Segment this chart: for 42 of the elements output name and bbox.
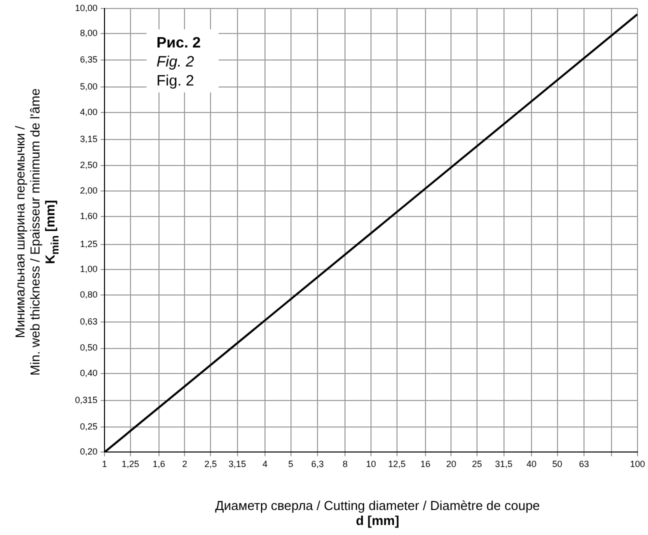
x-tick-label: 6,3	[311, 459, 324, 470]
y-tick-label: 1,60	[80, 210, 98, 221]
x-tick-label: 50	[552, 459, 562, 470]
x-tick-label: 2,5	[204, 459, 217, 470]
x-tick-label: 63	[579, 459, 590, 470]
x-tick-label: 2	[182, 459, 188, 470]
x-tick-label: 1,25	[122, 459, 140, 470]
y-tick-label: 5,00	[80, 82, 98, 92]
x-tick-label: 4	[262, 459, 268, 470]
y-tick-label: 0,25	[80, 421, 98, 432]
y-tick-label: 0,20	[80, 446, 98, 457]
x-tick-label: 1,6	[152, 459, 166, 470]
x-axis-title: Диаметр сверла / Cutting diameter / Diamètre de coupe d [mm]	[214, 498, 541, 528]
y-tick-label: 0,315	[74, 395, 98, 406]
x-tick-label: 16	[420, 459, 430, 470]
y-tick-label: 1,25	[80, 238, 98, 249]
x-tick-label: 3,15	[228, 459, 246, 470]
y-tick-label: 2,00	[80, 185, 98, 196]
y-tick-label: 2,50	[80, 160, 98, 170]
x-tick-label: 8	[342, 459, 348, 470]
y-tick-label: 0,40	[80, 368, 98, 378]
x-tick-label: 5	[288, 459, 294, 470]
y-tick-label: 3,15	[80, 134, 98, 144]
x-tick-label: 40	[526, 459, 536, 470]
y-tick-label: 0,50	[80, 342, 98, 353]
y-tick-label: 1,00	[80, 264, 98, 274]
annotation: Рис. 2	[156, 34, 201, 52]
y-tick-label: 0,80	[80, 289, 98, 300]
x-tick-label: 12,5	[388, 459, 406, 470]
y-tick-label: 6,35	[80, 54, 98, 64]
x-tick-label: 25	[472, 459, 482, 470]
x-tick-label: 100	[630, 459, 646, 470]
annotation: Fig. 2	[156, 72, 194, 90]
x-tick-label: 10	[366, 459, 376, 470]
y-tick-label: 8,00	[80, 28, 98, 38]
y-tick-label: 10,00	[74, 2, 98, 13]
annotation: Fig. 2	[156, 54, 195, 71]
y-tick-label: 4,00	[80, 106, 98, 117]
y-tick-label: 0,63	[80, 316, 98, 327]
x-tick-label: 1	[102, 459, 108, 470]
x-tick-label: 20	[446, 459, 456, 470]
x-tick-label: 31,5	[495, 459, 513, 470]
